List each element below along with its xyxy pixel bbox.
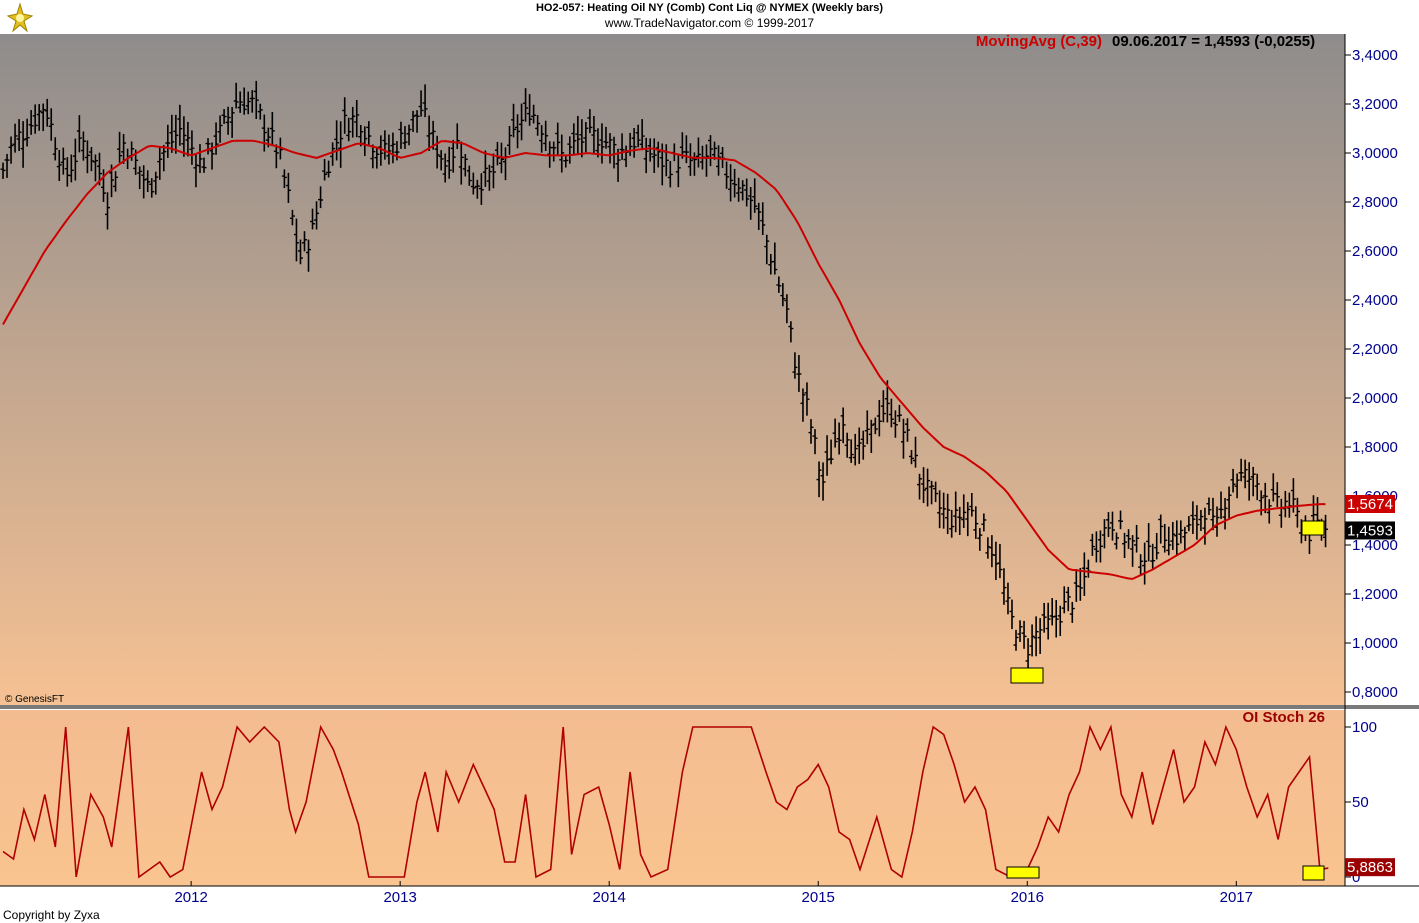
chart-title: HO2-057: Heating Oil NY (Comb) Cont Liq … — [535, 2, 884, 14]
price-y-tick-label: 3,0000 — [1352, 145, 1398, 162]
stoch-y-tick-label: 0 — [1352, 869, 1360, 886]
copyright-text: Copyright by Zyxa — [3, 908, 100, 922]
price-axis-panel — [1345, 34, 1419, 706]
x-tick-label: 2014 — [593, 889, 626, 906]
price-y-tick-label: 2,8000 — [1352, 194, 1398, 211]
price-y-tick-label: 2,4000 — [1352, 292, 1398, 309]
x-tick-label: 2012 — [174, 889, 207, 906]
price-y-tick-label: 1,8000 — [1352, 439, 1398, 456]
ma-value-badge — [1345, 494, 1395, 513]
price-y-tick-label: 0,8000 — [1352, 684, 1398, 701]
stoch-axis-panel — [1345, 710, 1419, 886]
ma-legend-label: MovingAvg (C,39) — [976, 33, 1102, 50]
stoch-line — [2, 724, 1329, 879]
price-y-tick-label: 1,0000 — [1352, 635, 1398, 652]
stoch-low-highlight-box — [1006, 866, 1040, 879]
last-bar-highlight-box — [1301, 520, 1325, 536]
moving-average-line — [2, 139, 1326, 580]
chart-source: www.TradeNavigator.com © 1999-2017 — [604, 16, 815, 30]
last-price-label: 1,4593 — [1347, 522, 1393, 539]
stoch-y-tick-label: 100 — [1352, 719, 1377, 736]
x-tick-label: 2015 — [802, 889, 835, 906]
price-y-tick-label: 1,2000 — [1352, 586, 1398, 603]
price-y-tick-label: 2,0000 — [1352, 390, 1398, 407]
stoch-y-tick-label: 50 — [1352, 794, 1369, 811]
ma-legend-value: 09.06.2017 = 1,4593 (-0,0255) — [1112, 33, 1315, 50]
price-y-tick-label: 2,6000 — [1352, 243, 1398, 260]
low-highlight-box — [1010, 667, 1044, 684]
x-tick-label: 2016 — [1011, 889, 1044, 906]
x-tick-label: 2017 — [1220, 889, 1253, 906]
price-y-tick-label: 3,2000 — [1352, 96, 1398, 113]
price-y-tick-label: 3,4000 — [1352, 47, 1398, 64]
stoch-y-axis: 0 50 100 — [1345, 719, 1377, 886]
stoch-panel — [0, 710, 1345, 886]
annotations: 1,5674 1,4593 5,8863 — [1006, 494, 1395, 881]
x-axis: 2012 2013 2014 2015 2016 2017 — [174, 881, 1253, 906]
last-price-badge — [1345, 521, 1395, 540]
price-y-tick-label: 1,4000 — [1352, 537, 1398, 554]
genesis-credit: © GenesisFT — [5, 694, 65, 705]
price-y-axis: 0,80001,00001,20001,40001,60001,80002,00… — [1345, 47, 1398, 701]
x-tick-label: 2013 — [383, 889, 416, 906]
stoch-value-label: 5,8863 — [1347, 859, 1393, 876]
trade-navigator-logo — [4, 2, 36, 34]
stoch-last-highlight-box — [1302, 865, 1325, 881]
panel-separator — [0, 705, 1419, 709]
price-y-tick-label: 2,2000 — [1352, 341, 1398, 358]
stoch-value-badge — [1345, 858, 1395, 877]
price-panel — [0, 34, 1345, 706]
ma-value-label: 1,5674 — [1347, 496, 1393, 513]
stoch-title: OI Stoch 26 — [1242, 709, 1325, 726]
